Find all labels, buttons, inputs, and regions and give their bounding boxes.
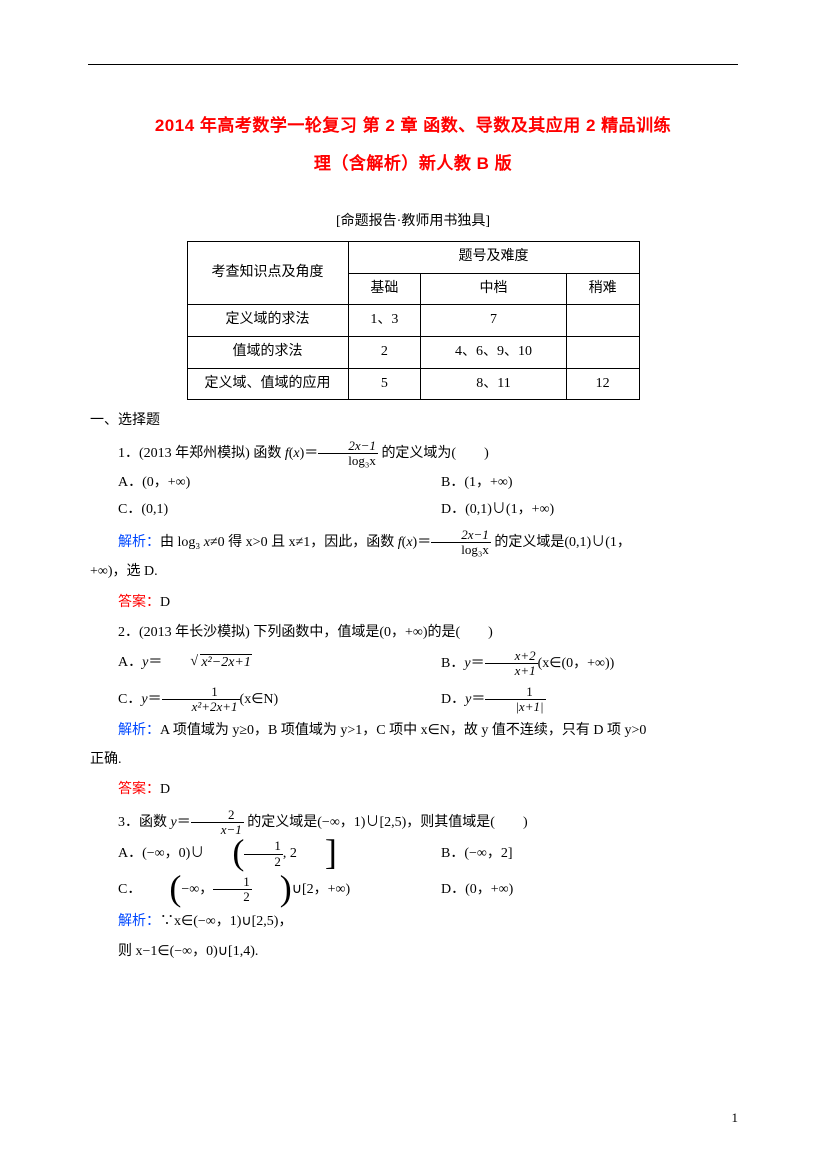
table-cell: 7 [421, 305, 567, 337]
page-number: 1 [732, 1106, 739, 1131]
q1-frac-num: 2x−1 [348, 438, 376, 453]
q2-stem: 2．(2013 年长沙模拟) 下列函数中，值域是(0，+∞)的是( ) [90, 620, 736, 647]
q2-c: C．y＝1x²+2x+1(x∈N) [90, 685, 413, 715]
q2-b-pre: B． [441, 656, 464, 671]
q3-num: 2 [191, 808, 244, 823]
table-cell: 2 [348, 336, 421, 368]
analysis-label: 解析： [118, 914, 160, 929]
analysis-label: 解析： [118, 723, 160, 738]
table-header: 考查知识点及角度 [187, 242, 348, 305]
q2-analysis: 解析：A 项值域为 y≥0，B 项值域为 y>1，C 项中 x∈N，故 y 值不… [90, 718, 736, 745]
table-cell [566, 305, 639, 337]
q3-d: D．(0，+∞) [413, 877, 736, 904]
q1-answer: 答案：D [90, 590, 736, 617]
analysis-body: ∵x∈(−∞，1)∪[2,5)， [160, 914, 292, 929]
answer-label: 答案： [118, 782, 160, 797]
answer-label: 答案： [118, 595, 160, 610]
q3-c-den: 2 [213, 890, 252, 904]
q1-a: A．(0，+∞) [90, 470, 413, 497]
q1-d: D．(0,1)∪(1，+∞) [413, 497, 736, 524]
q2-a-rad: x²−2x+1 [200, 654, 252, 670]
q1-stem: 1．(2013 年郑州模拟) 函数 f(x)＝2x−1log₃x 的定义域为( … [90, 439, 736, 469]
q2-b-post: (x∈(0，+∞)) [538, 656, 615, 671]
q2-analysis-end: 正确. [90, 747, 736, 774]
q3-a-pre: A．(−∞，0)∪ [118, 846, 204, 861]
table-cell: 5 [348, 368, 421, 400]
q2-choices: A．y＝x²−2x+1 B．y＝x+2x+1(x∈(0，+∞)) C．y＝1x²… [90, 649, 736, 714]
q2-a-pre: A． [118, 655, 142, 670]
q1-b: B．(1，+∞) [413, 470, 736, 497]
q3-a-num: 1 [244, 839, 283, 854]
q3-c-pre: C． [118, 882, 141, 897]
table-cell: 1、3 [348, 305, 421, 337]
q3-a-den: 2 [244, 855, 283, 869]
table-col: 中档 [421, 273, 567, 305]
q2-b: B．y＝x+2x+1(x∈(0，+∞)) [413, 649, 736, 679]
table-header: 题号及难度 [348, 242, 639, 274]
analysis-body: A 项值域为 y≥0，B 项值域为 y>1，C 项中 x∈N，故 y 值不连续，… [160, 723, 646, 738]
q2-b-num: x+2 [485, 649, 538, 664]
doc-title-line1: 2014 年高考数学一轮复习 第 2 章 函数、导数及其应用 2 精品训练 [90, 110, 736, 142]
q3-c: C．(−∞，12)∪[2，+∞) [90, 875, 413, 905]
analysis-body: 由 log₃ [160, 535, 204, 550]
q2-c-pre: C． [118, 692, 141, 707]
section-heading: 一、选择题 [90, 408, 736, 435]
q3-c-post: ∪[2，+∞) [292, 882, 350, 897]
table-cell: 值域的求法 [187, 336, 348, 368]
table-cell: 定义域、值域的应用 [187, 368, 348, 400]
q3-a: A．(−∞，0)∪(12, 2] [90, 839, 413, 869]
q2-d-num: 1 [485, 685, 545, 700]
analysis-label: 解析： [118, 535, 160, 550]
answer-value: D [160, 595, 170, 610]
table-col: 稍难 [566, 273, 639, 305]
q3-choices: A．(−∞，0)∪(12, 2] B．(−∞，2] C．(−∞，12)∪[2，+… [90, 839, 736, 904]
report-table: 考查知识点及角度 题号及难度 基础 中档 稍难 定义域的求法 1、3 7 值域的… [187, 241, 640, 400]
q3-analysis-1: 解析：∵x∈(−∞，1)∪[2,5)， [90, 909, 736, 936]
q3-a-post: , 2 [283, 846, 297, 861]
answer-value: D [160, 782, 170, 797]
q1-analysis: 解析：由 log₃ x≠0 得 x>0 且 x≠1，因此，函数 f(x)＝2x−… [90, 528, 736, 558]
q1-choices: A．(0，+∞) B．(1，+∞) C．(0,1) D．(0,1)∪(1，+∞) [90, 470, 736, 523]
table-row: 定义域、值域的应用 5 8、11 12 [187, 368, 639, 400]
table-row: 值域的求法 2 4、6、9、10 [187, 336, 639, 368]
q3-b: B．(−∞，2] [413, 841, 736, 868]
q1-pre: 1．(2013 年郑州模拟) 函数 [118, 446, 285, 461]
q2-answer: 答案：D [90, 777, 736, 804]
q2-d-den: |x+1| [485, 700, 545, 714]
q2-d-pre: D． [441, 692, 465, 707]
q3-c-inner-pre: −∞， [181, 882, 213, 897]
q1-analysis-end: +∞)，选 D. [90, 559, 736, 586]
q2-c-num: 1 [162, 685, 240, 700]
q2-d: D．y＝1|x+1| [413, 685, 736, 715]
doc-title-line2: 理（含解析）新人教 B 版 [90, 148, 736, 180]
analysis-body: ≠0 得 x>0 且 x≠1，因此，函数 [210, 535, 398, 550]
table-col: 基础 [348, 273, 421, 305]
table-cell: 12 [566, 368, 639, 400]
q2-c-den: x²+2x+1 [162, 700, 240, 714]
table-cell: 4、6、9、10 [421, 336, 567, 368]
q3-pre: 3．函数 [118, 815, 171, 830]
q1-frac-den2: log₃x [431, 543, 491, 557]
q3-analysis-2: 则 x−1∈(−∞，0)∪[1,4). [90, 939, 736, 966]
table-cell: 8、11 [421, 368, 567, 400]
q1-c: C．(0,1) [90, 497, 413, 524]
table-cell: 定义域的求法 [187, 305, 348, 337]
q2-a: A．y＝x²−2x+1 [90, 650, 413, 677]
q2-b-den: x+1 [485, 664, 538, 678]
table-row: 考查知识点及角度 题号及难度 [187, 242, 639, 274]
q2-c-post: (x∈N) [240, 692, 279, 707]
table-cell [566, 336, 639, 368]
q1-post: 的定义域为( ) [378, 446, 489, 461]
table-row: 定义域的求法 1、3 7 [187, 305, 639, 337]
q3-c-num: 1 [213, 875, 252, 890]
q1-frac-den: log₃x [318, 454, 378, 468]
q3-stem: 3．函数 y＝2x−1 的定义域是(−∞，1)∪[2,5)，则其值域是( ) [90, 808, 736, 838]
q3-post: 的定义域是(−∞，1)∪[2,5)，则其值域是( ) [244, 815, 528, 830]
q1-frac-num2: 2x−1 [461, 527, 489, 542]
analysis-body: 的定义域是(0,1)∪(1， [491, 535, 631, 550]
subtitle: [命题报告·教师用书独具] [90, 209, 736, 236]
